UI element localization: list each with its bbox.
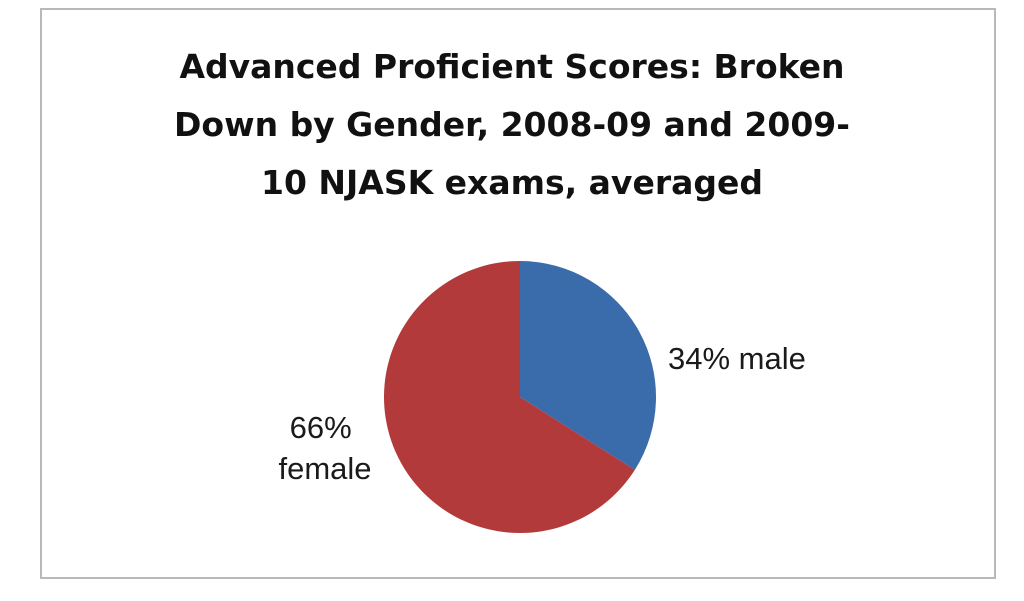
pie-slices (383, 261, 656, 533)
slice-label-female-line-1: 66% (290, 410, 352, 445)
slice-label-female: 66% female (278, 410, 371, 486)
slice-label-male-line-1: 34% male (668, 341, 806, 376)
chart-title-line-1: Advanced Proficient Scores: Broken (179, 47, 845, 86)
slice-label-male: 34% male (668, 341, 806, 376)
pie-slice-female (383, 261, 635, 533)
chart-title-line-3: 10 NJASK exams, averaged (261, 163, 763, 202)
pie-slice-male (520, 261, 656, 470)
chart-title: Advanced Proficient Scores: Broken Down … (0, 38, 1024, 212)
slice-label-female-line-2: female (278, 451, 371, 486)
chart-title-line-2: Down by Gender, 2008-09 and 2009- (174, 105, 850, 144)
pie-labels: 34% male 66% female (278, 341, 805, 486)
